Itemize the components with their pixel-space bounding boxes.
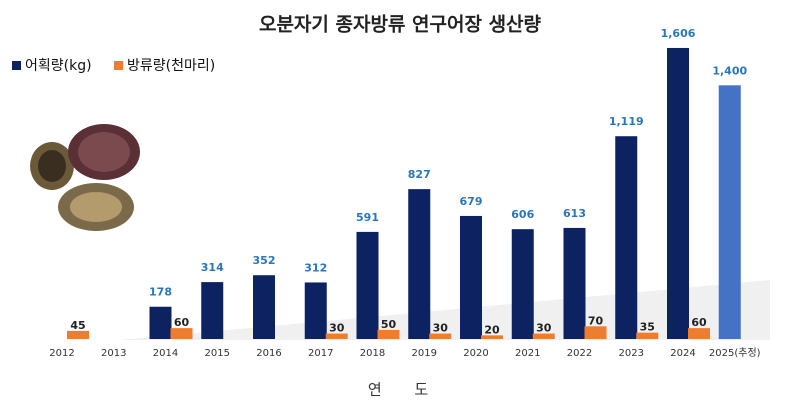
x-axis-title: 연 도 — [368, 381, 442, 399]
value-label: 30 — [329, 322, 345, 335]
x-tick-label: 2022 — [567, 348, 592, 359]
value-label: 35 — [640, 321, 655, 334]
legend-swatch — [12, 61, 21, 70]
bar — [325, 333, 348, 339]
value-label: 312 — [304, 261, 327, 274]
legend-swatch — [114, 61, 123, 70]
x-tick-label: 2017 — [308, 348, 333, 359]
bar — [636, 332, 659, 339]
bar — [170, 328, 193, 339]
value-label: 679 — [460, 195, 483, 208]
bar — [356, 231, 379, 339]
x-tick-label: 2013 — [101, 348, 126, 359]
value-label: 30 — [433, 322, 449, 335]
shadow — [120, 280, 770, 340]
bar — [67, 330, 89, 339]
x-tick-label: 2021 — [515, 348, 540, 359]
value-label: 1,400 — [712, 64, 747, 77]
value-label: 827 — [408, 168, 431, 181]
bar — [429, 333, 452, 339]
x-tick-label: 2020 — [463, 348, 488, 359]
x-tick-label: 2023 — [619, 348, 644, 359]
bar — [615, 136, 638, 339]
x-tick-label: 2016 — [256, 348, 281, 359]
bar — [481, 335, 503, 339]
x-tick-label: 2014 — [153, 348, 178, 359]
x-tick-label: 2025(추정) — [709, 347, 761, 359]
bar — [718, 85, 741, 339]
value-label: 1,119 — [609, 115, 644, 128]
value-label: 20 — [484, 323, 500, 336]
x-tick-label: 2012 — [49, 348, 74, 359]
bar — [253, 275, 275, 339]
bar — [201, 282, 224, 339]
chart-title: 오분자기 종자방류 연구어장 생산량 — [259, 14, 542, 36]
bar — [149, 306, 172, 339]
value-label: 178 — [149, 286, 172, 299]
bar — [304, 282, 327, 339]
value-label: 352 — [253, 254, 276, 267]
abalone-image — [30, 124, 140, 231]
legend-label: 방류량(천마리) — [127, 58, 215, 74]
x-tick-label: 2024 — [670, 348, 695, 359]
value-label: 314 — [201, 261, 224, 274]
value-label: 60 — [691, 316, 707, 329]
bar — [532, 333, 555, 339]
bar — [584, 326, 607, 339]
value-label: 50 — [381, 318, 397, 331]
bar — [667, 47, 689, 340]
value-label: 60 — [174, 316, 190, 329]
value-label: 606 — [511, 208, 534, 221]
bar — [460, 215, 482, 339]
bar — [511, 229, 534, 339]
value-label: 70 — [588, 314, 604, 327]
x-tick-label: 2015 — [205, 348, 230, 359]
legend-label: 어획량(kg) — [25, 58, 92, 74]
bar — [408, 189, 431, 339]
value-label: 591 — [356, 211, 379, 224]
x-tick-label: 2019 — [412, 348, 437, 359]
value-label: 30 — [536, 322, 552, 335]
bar — [563, 227, 586, 339]
x-tick-label: 2018 — [360, 348, 385, 359]
value-label: 45 — [70, 319, 85, 332]
value-label: 1,606 — [661, 27, 696, 40]
bar — [377, 329, 400, 339]
bar — [688, 328, 710, 339]
value-label: 613 — [563, 207, 586, 220]
